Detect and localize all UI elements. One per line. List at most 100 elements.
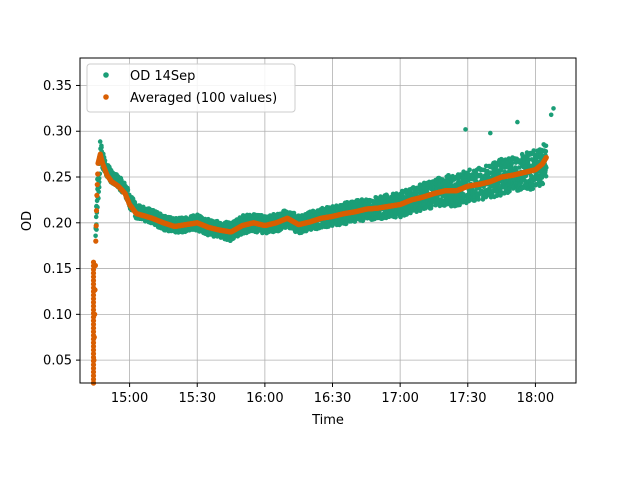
raw-data-point — [548, 112, 554, 118]
raw-data-point — [499, 166, 504, 172]
averaged-data-point — [90, 270, 97, 276]
raw-data-point — [118, 177, 124, 183]
y-tick-label: 0.05 — [43, 354, 72, 369]
averaged-data-point — [90, 358, 97, 364]
legend-marker-averaged — [103, 94, 109, 100]
raw-data-point — [429, 203, 434, 209]
raw-data-point — [463, 127, 468, 132]
averaged-data-point — [90, 325, 97, 331]
raw-data-point — [515, 119, 520, 125]
averaged-data-point — [90, 354, 97, 360]
averaged-data-point — [90, 259, 97, 265]
raw-data-point — [495, 182, 501, 188]
legend-label-od-14sep: OD 14Sep — [130, 69, 195, 84]
raw-data-point — [543, 143, 549, 149]
averaged-data-point — [90, 274, 97, 280]
y-tick-label: 0.25 — [43, 171, 72, 186]
averaged-data-point — [90, 266, 97, 273]
averaged-data-point — [90, 347, 97, 353]
raw-data-point — [467, 167, 472, 173]
averaged-data-point — [90, 310, 97, 316]
raw-data-point — [531, 148, 536, 153]
averaged-data-point — [90, 277, 97, 284]
averaged-data-point — [90, 321, 97, 327]
legend-box — [86, 63, 296, 113]
averaged-data-point — [90, 351, 97, 357]
raw-data-point — [551, 106, 556, 111]
averaged-data-point — [90, 303, 97, 309]
averaged-data-point — [95, 171, 101, 177]
x-tick-label: 15:30 — [179, 391, 216, 406]
y-axis-label: OD — [20, 211, 35, 231]
plot-frame — [79, 57, 577, 384]
x-tick-label: 15:00 — [111, 391, 148, 406]
averaged-data-point — [93, 208, 100, 214]
averaged-data-point — [90, 343, 97, 349]
raw-data-point — [93, 233, 98, 239]
raw-data-point — [393, 215, 398, 220]
x-tick-label: 16:30 — [314, 391, 351, 406]
x-tick-label: 16:00 — [246, 391, 283, 406]
legend-marker-od-14sep — [103, 72, 109, 78]
averaged-data-point — [90, 307, 97, 313]
raw-data-point — [458, 172, 463, 177]
averaged-data-point — [90, 376, 97, 382]
averaged-data-point — [90, 285, 97, 291]
x-tick-label: 17:00 — [381, 391, 418, 406]
y-tick-label: 0.15 — [43, 262, 72, 277]
x-axis-label: Time — [311, 413, 344, 428]
raw-data-point — [542, 170, 548, 175]
averaged-data-point — [93, 238, 99, 244]
averaged-data-point — [94, 182, 100, 188]
legend: OD 14Sep Averaged (100 values) — [86, 63, 296, 113]
y-tick-label: 0.10 — [43, 308, 72, 323]
axis-ticks: 15:00 15:30 16:00 16:30 17:00 17:30 18:00 0.05 0… — [43, 79, 554, 406]
raw-data-point — [343, 221, 349, 227]
averaged-data-point — [90, 340, 97, 346]
x-tick-label: 18:00 — [517, 391, 554, 406]
raw-data-point — [414, 190, 420, 195]
raw-data-point — [93, 214, 99, 220]
averaged-data-point — [543, 154, 549, 161]
raw-data-point — [99, 143, 104, 149]
raw-data-point — [488, 130, 493, 136]
raw-data-point — [516, 165, 522, 170]
raw-data-point — [540, 181, 546, 187]
y-tick-label: 0.20 — [43, 216, 72, 231]
raw-data-point — [543, 149, 548, 155]
averaged-data-point — [90, 296, 97, 302]
averaged-data-point — [90, 299, 97, 305]
raw-data-point — [543, 173, 549, 179]
averaged-data-point — [90, 332, 97, 338]
raw-data-point — [472, 198, 478, 203]
x-tick-label: 17:30 — [449, 391, 486, 406]
raw-data-point — [494, 164, 499, 169]
averaged-data-point — [90, 336, 97, 342]
averaged-data-point — [93, 223, 99, 229]
raw-data-point — [132, 199, 138, 205]
averaged-data-point — [90, 292, 97, 298]
raw-data-point — [530, 186, 536, 191]
raw-data-point — [476, 196, 481, 202]
averaged-data-point — [90, 329, 97, 335]
averaged-data-point — [90, 318, 97, 324]
legend-label-averaged: Averaged (100 values) — [130, 91, 277, 106]
averaged-data-point — [90, 373, 97, 379]
raw-data-point — [544, 165, 549, 170]
averaged-data-point — [90, 314, 97, 320]
averaged-data-point — [90, 362, 97, 368]
averaged-data-point — [90, 263, 97, 269]
averaged-data-point — [90, 365, 97, 371]
averaged-data-point — [90, 288, 97, 295]
raw-data-point — [509, 160, 515, 166]
raw-data-point — [94, 227, 99, 232]
raw-data-point — [97, 139, 103, 144]
averaged-data-point — [94, 192, 100, 198]
y-tick-label: 0.30 — [43, 125, 72, 140]
averaged-data-point — [90, 281, 97, 287]
series-averaged — [90, 151, 549, 386]
averaged-data-point — [90, 369, 97, 375]
raw-data-point — [96, 176, 102, 181]
